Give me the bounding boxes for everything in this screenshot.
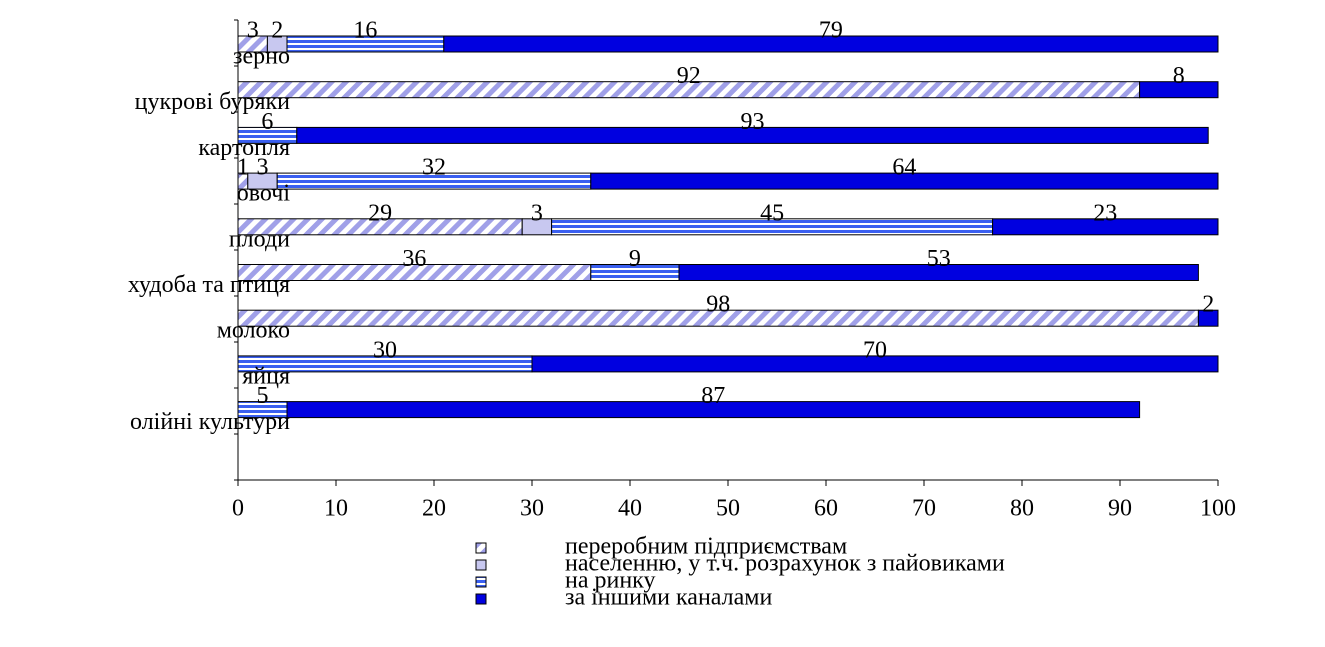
bar-segment [590,172,1219,190]
category-label: плоди [229,226,290,252]
data-label: 64 [892,155,916,181]
data-label: 30 [373,337,397,363]
bar-segment [678,264,1199,281]
legend-label: населенню, у т.ч. розрахунок з пайовикам… [565,551,1005,577]
category-label: олійні культури [130,409,290,435]
x-tick-label: 10 [324,496,348,522]
category-label: цукрові буряки [135,89,291,115]
data-label: 9 [629,246,641,272]
data-label: 3 [257,155,269,181]
bar-segment [296,126,1209,144]
bar-segment [531,355,1219,373]
data-label: 53 [927,246,951,272]
legend-label: на ринку [565,568,656,594]
x-tick-label: 30 [520,496,544,522]
category-label: молоко [217,318,290,344]
data-label: 32 [422,155,446,181]
x-tick-label: 60 [814,496,838,522]
legend-swatch [475,593,487,605]
data-label: 79 [819,18,843,44]
bar-segment [1139,81,1219,99]
x-tick-label: 50 [716,496,740,522]
data-label: 5 [257,383,269,409]
x-tick-label: 90 [1108,496,1132,522]
legend-swatch [475,576,487,588]
legend-swatch [475,559,487,571]
data-label: 87 [701,383,725,409]
x-tick-label: 80 [1010,496,1034,522]
data-label: 2 [1202,292,1214,318]
data-label: 6 [261,109,273,135]
bar-segment [1197,309,1219,327]
data-label: 70 [863,337,887,363]
data-label: 8 [1173,63,1185,89]
data-label: 3 [247,18,259,44]
x-tick-label: 20 [422,496,446,522]
data-label: 1 [237,155,249,181]
legend-swatch [475,542,487,554]
category-label: яйця [242,363,290,389]
category-label: картопля [198,135,290,161]
data-label: 45 [760,200,784,226]
bar-segment [992,218,1219,236]
data-label: 92 [677,63,701,89]
legend-label: за іншими каналами [565,585,772,611]
data-label: 98 [706,292,730,318]
data-label: 29 [368,200,392,226]
bar-segment [443,35,1219,53]
x-tick-label: 40 [618,496,642,522]
data-label: 93 [741,109,765,135]
category-label: зерно [233,44,290,70]
category-label: овочі [237,181,291,207]
x-tick-label: 100 [1200,496,1236,522]
data-label: 2 [271,18,283,44]
data-label: 36 [402,246,426,272]
x-tick-label: 70 [912,496,936,522]
bar-segment [286,401,1141,419]
legend-label: переробним підприємствам [565,534,847,560]
data-label: 3 [531,200,543,226]
category-label: худоба та птиця [128,272,290,298]
x-tick-label: 0 [232,496,244,522]
data-label: 23 [1093,200,1117,226]
data-label: 16 [353,18,377,44]
